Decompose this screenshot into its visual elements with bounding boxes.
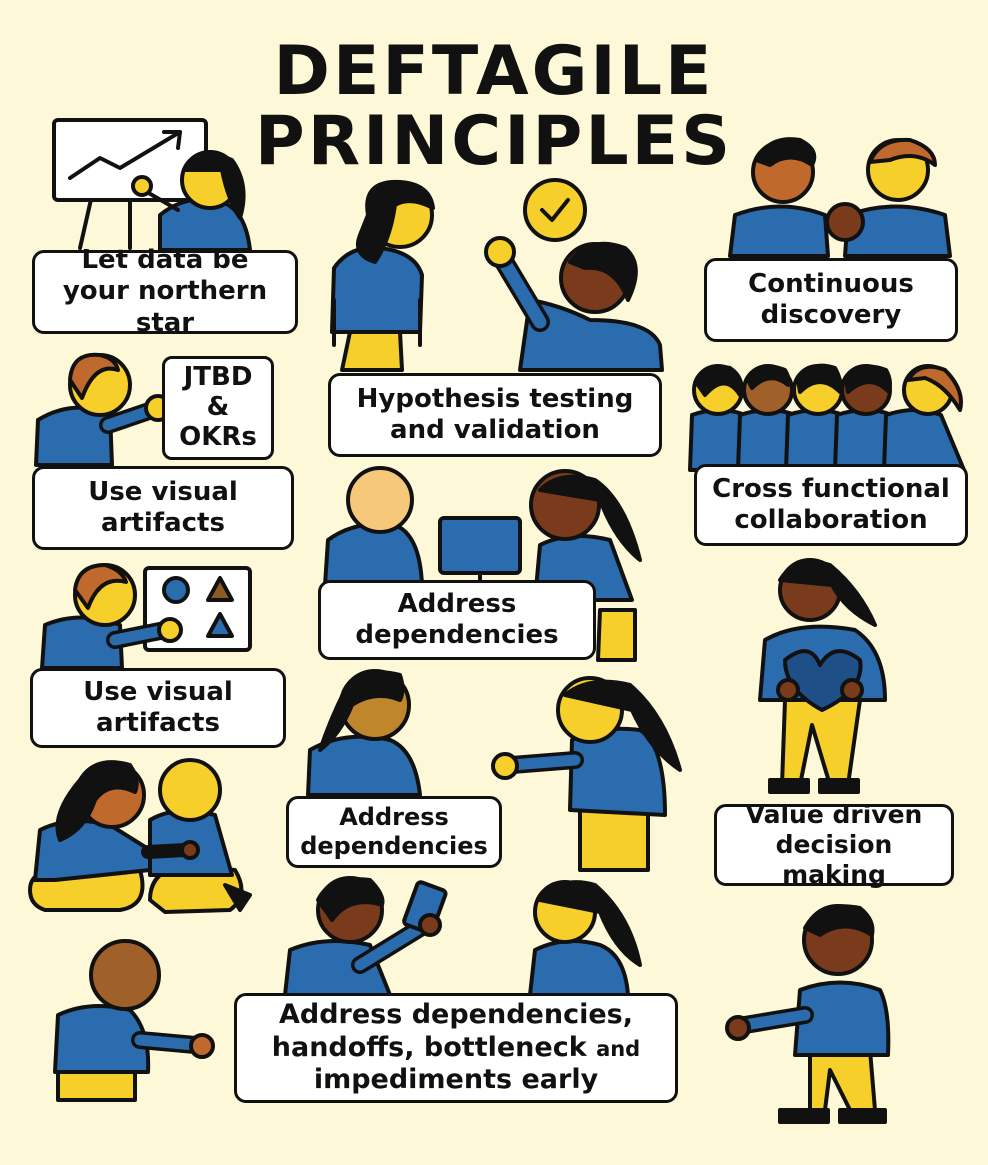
page-title-line2: PRINCIPLES — [254, 102, 734, 181]
label-address1-text: Address dependencies — [355, 588, 559, 650]
sign-line-3: OKRs — [179, 421, 257, 452]
label-data-star: Let data be your northern star — [32, 245, 298, 338]
label-address-long-line2b: and — [596, 1036, 641, 1061]
label-address-long-line3: impediments early — [313, 1064, 599, 1096]
person-raising-hand — [484, 236, 664, 372]
person-holding-heart — [758, 558, 887, 794]
label-visual1-text: Use visual artifacts — [88, 476, 238, 538]
label-visual-artifacts-1: Use visual artifacts — [32, 466, 294, 550]
person-woman-middle — [306, 669, 422, 797]
sign-line-1: JTBD — [183, 362, 253, 393]
person-man-bottom-right — [725, 904, 891, 1124]
label-hypothesis: Hypothesis testing and validation — [328, 373, 662, 457]
check-bubble-icon — [523, 178, 587, 242]
people-pair-discovery — [728, 137, 952, 258]
label-address-dependencies-2: Address dependencies — [286, 796, 502, 868]
label-address-long-line1: Address dependencies, — [279, 999, 633, 1031]
person-presenting — [131, 150, 252, 252]
person-woman-center — [330, 179, 435, 372]
label-address-long: Address dependencies, handoffs, bottlene… — [234, 993, 678, 1103]
label-address-long-line2: handoffs, bottleneck and — [272, 1032, 640, 1064]
label-hypothesis-text: Hypothesis testing and validation — [356, 383, 634, 445]
sign-line-2: & — [206, 392, 230, 423]
person-bald-computer — [323, 466, 424, 587]
label-value-driven: Value driven decision making — [714, 800, 954, 889]
people-group-cross — [688, 363, 966, 472]
page-title-line1: DEFTAGILE — [273, 32, 715, 111]
label-value-text: Value driven decision making — [745, 800, 923, 889]
label-visual2-text: Use visual artifacts — [83, 676, 233, 738]
person-bald-reaching — [53, 939, 215, 1102]
person-pointing-shapes — [40, 563, 183, 670]
person-holding-tablet — [283, 876, 448, 997]
label-data-star-text: Let data be your northern star — [62, 245, 268, 338]
label-address-long-line2a: handoffs, bottleneck — [271, 1031, 597, 1063]
label-cross-functional: Cross functional collaboration — [694, 464, 968, 546]
label-cross-text: Cross functional collaboration — [712, 473, 950, 535]
person-pointing-jtbd — [34, 352, 172, 467]
label-address2-text: Address dependencies — [300, 803, 488, 860]
people-sitting-pair — [28, 758, 252, 914]
label-address-dependencies-1: Address dependencies — [318, 580, 596, 660]
label-visual-artifacts-2: Use visual artifacts — [30, 668, 286, 748]
label-continuous-text: Continuous discovery — [748, 268, 914, 330]
person-woman-reaching — [491, 676, 682, 872]
jtbd-okrs-sign: JTBD & OKRs — [162, 356, 274, 460]
person-woman-listening — [528, 880, 642, 997]
label-continuous-discovery: Continuous discovery — [704, 258, 958, 342]
